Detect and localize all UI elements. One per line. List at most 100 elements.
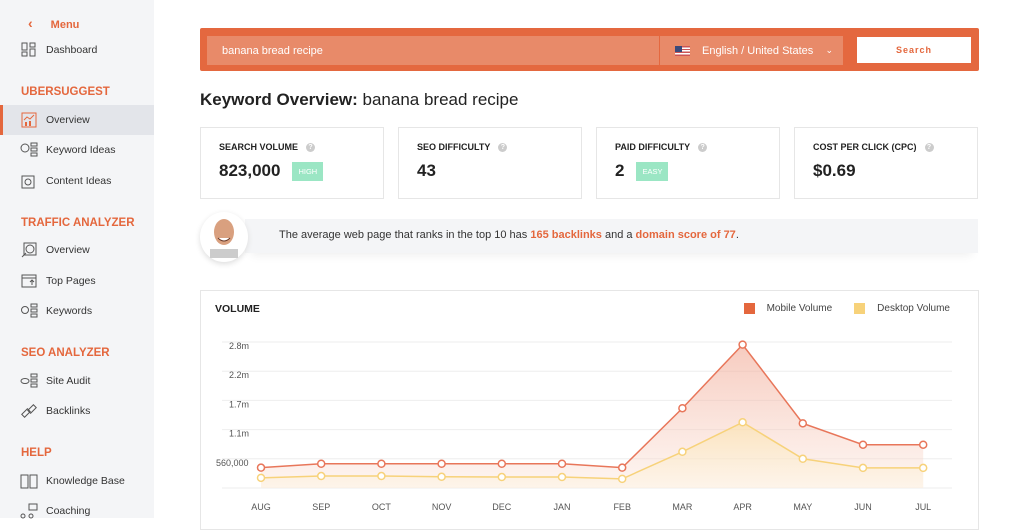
tip-text: . (735, 229, 739, 241)
sidebar-item-label: Overview (46, 114, 90, 126)
sidebar-item-label: Keyword Ideas (46, 144, 116, 156)
sidebar-item-content-ideas[interactable]: Content Ideas (0, 166, 154, 196)
x-tick-label: DEC (492, 502, 512, 512)
sidebar: ‹ Menu Dashboard UBERSUGGEST Overview Key… (0, 0, 154, 519)
chevron-down-icon: ⌄ (825, 45, 833, 55)
sidebar-item-keyword-ideas[interactable]: Keyword Ideas (0, 135, 154, 165)
sidebar-item-site-audit[interactable]: Site Audit (0, 366, 154, 396)
page-title: Keyword Overview: banana bread recipe (200, 90, 518, 110)
metric-value: 43 (417, 161, 436, 180)
metric-seo-difficulty: SEO DIFFICULTY? 43 (398, 127, 582, 199)
metric-label: SEO DIFFICULTY (417, 142, 491, 152)
x-tick-label: FEB (613, 502, 631, 512)
y-tick-label: 560,000 (216, 458, 249, 468)
menu-back-button[interactable]: ‹ Menu (28, 15, 79, 31)
lightbulb-list-icon (20, 142, 38, 158)
metric-cpc: COST PER CLICK (CPC)? $0.69 (794, 127, 978, 199)
metric-search-volume: SEARCH VOLUME? 823,000 HIGH (200, 127, 384, 199)
chart-title: VOLUME (215, 303, 260, 315)
metric-label: SEARCH VOLUME (219, 142, 299, 152)
metric-value: $0.69 (813, 161, 856, 180)
coaching-icon (20, 503, 38, 519)
chevron-left-icon: ‹ (28, 15, 33, 31)
sidebar-item-label: Content Ideas (46, 175, 112, 187)
data-point (437, 472, 446, 482)
help-icon[interactable]: ? (498, 142, 508, 152)
person-photo-icon (210, 219, 238, 258)
sidebar-item-label: Dashboard (46, 44, 98, 56)
data-point (377, 459, 386, 469)
search-button[interactable]: Search (857, 37, 971, 63)
sidebar-item-top-pages[interactable]: Top Pages (0, 266, 154, 296)
sidebar-item-dashboard[interactable]: Dashboard (0, 35, 154, 65)
legend-mobile[interactable]: Mobile Volume (766, 303, 833, 314)
x-tick-label: OCT (372, 502, 392, 512)
sidebar-item-overview[interactable]: Overview (0, 105, 154, 135)
data-point (316, 471, 326, 481)
data-point (858, 440, 868, 449)
keyword-search-input[interactable] (207, 36, 659, 65)
section-help: HELP (21, 447, 52, 459)
data-point (918, 440, 928, 449)
x-tick-label: MAR (672, 502, 693, 512)
chart-icon (20, 112, 38, 128)
sidebar-item-knowledge-base[interactable]: Knowledge Base (0, 466, 154, 496)
avatar (200, 212, 248, 262)
status-badge: EASY (636, 161, 669, 181)
series-line (260, 343, 924, 469)
data-point (617, 463, 627, 472)
metric-label: PAID DIFFICULTY (615, 142, 691, 152)
sidebar-item-label: Top Pages (46, 275, 96, 287)
metric-value: 823,000 (219, 161, 281, 180)
data-point (617, 474, 627, 484)
y-tick-label: 1.7m (229, 399, 249, 409)
help-icon[interactable]: ? (698, 142, 708, 152)
legend-swatch-desktop (854, 303, 866, 314)
x-tick-label: MAY (793, 502, 812, 512)
x-tick-label: JUL (915, 502, 931, 512)
data-point (557, 472, 567, 482)
legend-swatch-mobile (743, 303, 755, 314)
page-title-prefix: Keyword Overview: (200, 90, 358, 109)
domain-score-highlight: domain score of 77 (635, 229, 736, 241)
search-bar: English / United States ⌄ Search (200, 28, 979, 71)
sidebar-item-label: Site Audit (46, 375, 91, 387)
section-seo-analyzer: SEO ANALYZER (21, 347, 110, 359)
x-tick-label: SEP (312, 502, 330, 512)
status-badge: HIGH (292, 161, 324, 181)
chart-legend: Mobile Volume Desktop Volume (743, 303, 950, 314)
data-point (738, 418, 747, 427)
series-area (261, 422, 924, 488)
sidebar-item-label: Knowledge Base (46, 475, 125, 487)
sidebar-item-backlinks[interactable]: Backlinks (0, 396, 154, 426)
language-dropdown[interactable]: English / United States ⌄ (660, 36, 843, 65)
data-point (497, 472, 507, 482)
top-pages-icon (20, 273, 38, 289)
sidebar-item-traffic-overview[interactable]: Overview (0, 235, 154, 265)
sidebar-item-coaching[interactable]: Coaching (0, 496, 154, 526)
search-list-icon (20, 303, 38, 319)
data-point (377, 471, 386, 481)
menu-label: Menu (50, 19, 80, 31)
data-point (678, 403, 687, 413)
y-tick-label: 1.1m (229, 429, 249, 439)
x-tick-label: APR (733, 502, 752, 512)
data-point (858, 463, 868, 473)
section-ubersuggest: UBERSUGGEST (21, 86, 110, 98)
help-icon[interactable]: ? (306, 142, 316, 152)
data-point (437, 459, 446, 469)
data-point (557, 459, 567, 469)
sidebar-item-keywords[interactable]: Keywords (0, 296, 154, 326)
legend-desktop[interactable]: Desktop Volume (877, 303, 950, 314)
section-traffic-analyzer: TRAFFIC ANALYZER (21, 217, 135, 229)
x-tick-label: JUN (854, 502, 872, 512)
us-flag-icon (675, 45, 690, 56)
dashboard-icon (20, 42, 38, 58)
data-point (918, 463, 928, 473)
link-icon (20, 403, 38, 419)
help-icon[interactable]: ? (924, 142, 934, 152)
magnifier-pulse-icon (20, 242, 38, 258)
data-point (256, 463, 266, 472)
metric-value: 2 (615, 161, 625, 180)
tip-text: and a (601, 229, 636, 241)
